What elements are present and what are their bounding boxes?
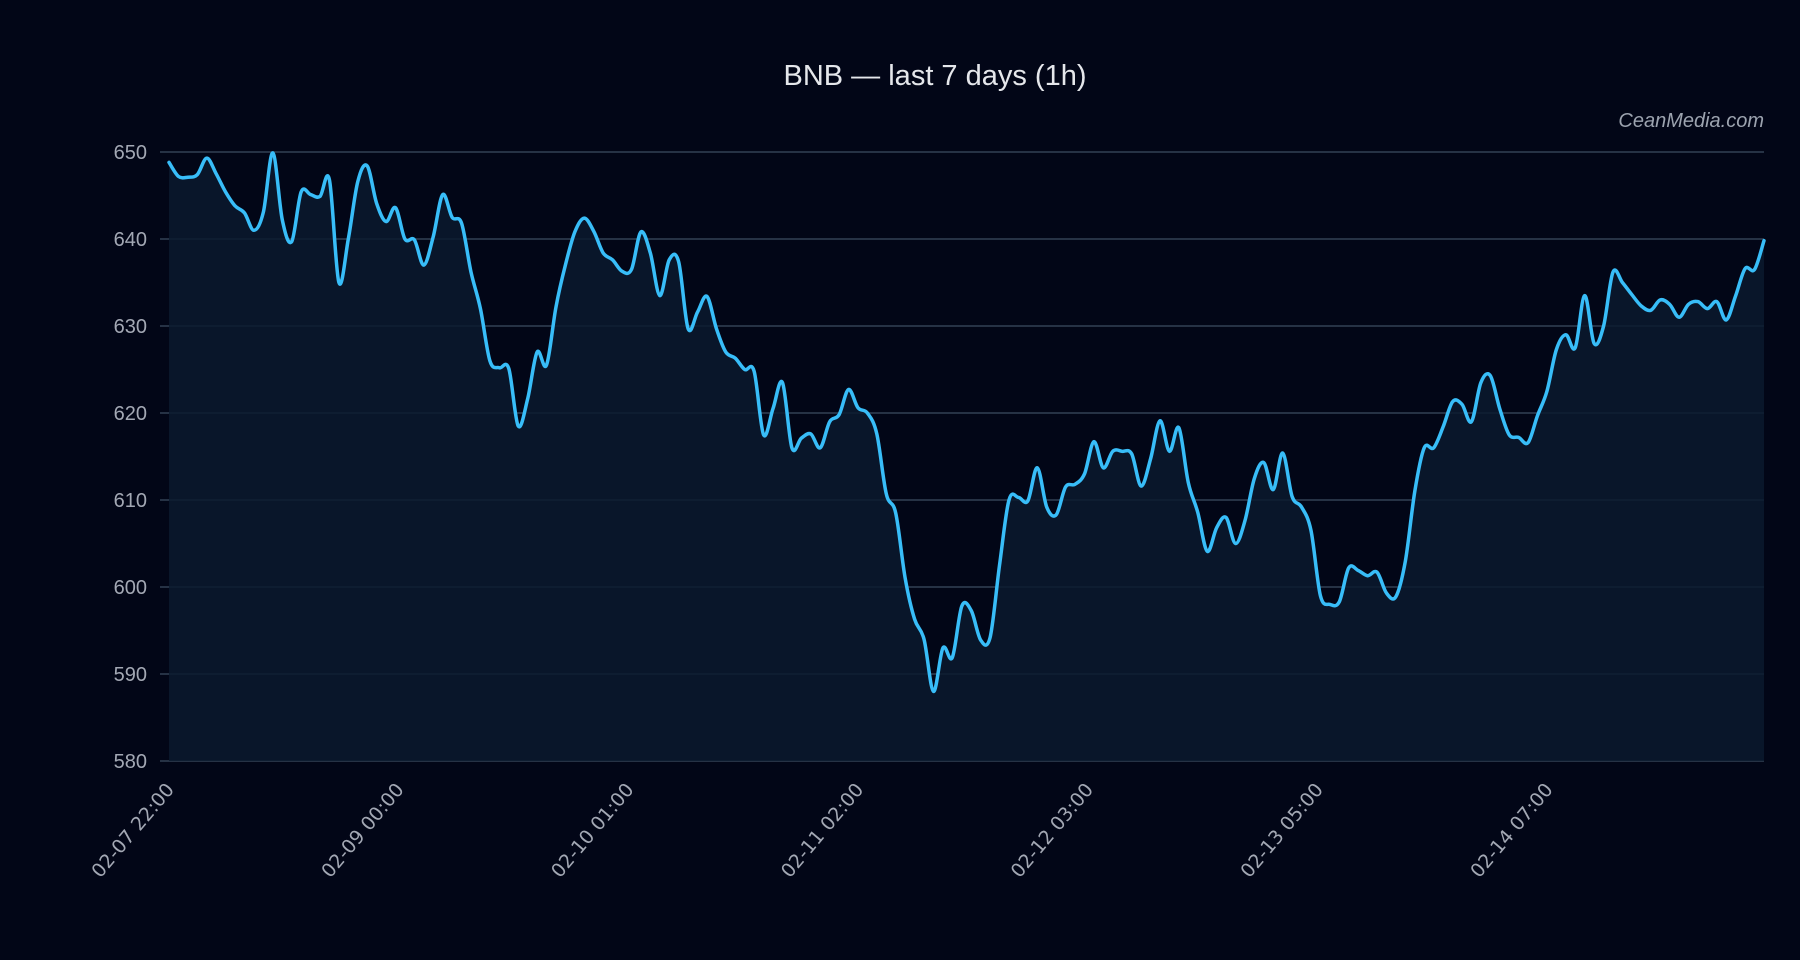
x-tick-label: 02-13 05:00 <box>1236 779 1327 882</box>
y-tick-label: 590 <box>114 664 147 686</box>
x-tick-label: 02-11 02:00 <box>777 779 868 882</box>
y-tick-label: 650 <box>114 142 147 164</box>
x-tick-label: 02-07 22:00 <box>87 779 178 882</box>
y-axis: 580 590 600 610 620 630 640 650 <box>114 142 147 773</box>
x-tick-label: 02-10 01:00 <box>547 779 638 882</box>
x-tick-label: 02-12 03:00 <box>1007 779 1098 882</box>
chart-title: BNB — last 7 days (1h) <box>784 60 1087 92</box>
price-line <box>167 151 1766 694</box>
x-tick-label: 02-09 00:00 <box>317 779 408 882</box>
price-area-fill <box>169 152 1764 761</box>
x-tick-label: 02-14 07:00 <box>1466 779 1557 882</box>
x-axis: 02-07 22:00 02-09 00:00 02-10 01:00 02-11 0… <box>87 779 1557 882</box>
y-tick-label: 610 <box>114 490 147 512</box>
y-tick-label: 620 <box>114 403 147 425</box>
y-tick-label: 580 <box>114 751 147 773</box>
y-tick-label: 630 <box>114 316 147 338</box>
watermark: CeanMedia.com <box>1618 110 1764 132</box>
y-tick-label: 640 <box>114 229 147 251</box>
y-tick-label: 600 <box>114 577 147 599</box>
